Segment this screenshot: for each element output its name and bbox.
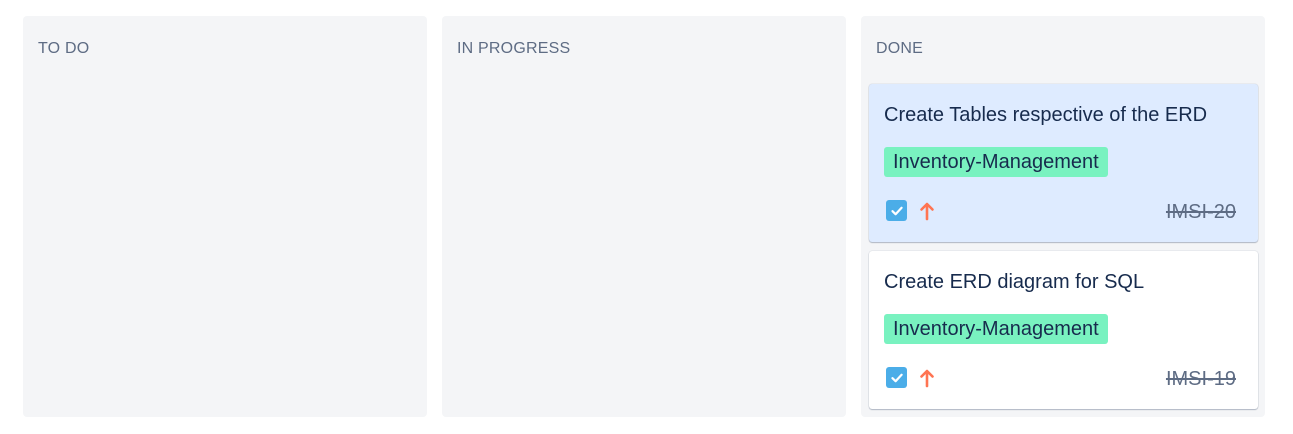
- checkbox-icon: [886, 200, 907, 221]
- issue-key[interactable]: IMSI-19: [1165, 368, 1236, 390]
- epic-label: Inventory-Management: [884, 147, 1108, 177]
- card-summary: Create ERD diagram for SQL: [884, 271, 1145, 293]
- issue-card[interactable]: Create Tables respective of the ERD Inve…: [869, 84, 1258, 242]
- arrow-up-icon: [917, 200, 937, 222]
- column-done[interactable]: DONE Create Tables respective of the ERD…: [861, 16, 1265, 417]
- column-title-done: DONE: [876, 40, 924, 57]
- column-title-in-progress: IN PROGRESS: [457, 40, 571, 57]
- card-summary: Create Tables respective of the ERD: [884, 104, 1208, 126]
- issue-card[interactable]: Create ERD diagram for SQL Inventory-Man…: [869, 251, 1258, 409]
- column-title-todo: TO DO: [38, 40, 90, 57]
- issue-key[interactable]: IMSI-20: [1165, 201, 1236, 223]
- epic-label: Inventory-Management: [884, 314, 1108, 344]
- column-todo[interactable]: TO DO: [23, 16, 427, 417]
- column-in-progress[interactable]: IN PROGRESS: [442, 16, 846, 417]
- checkbox-icon: [886, 367, 907, 388]
- arrow-up-icon: [917, 367, 937, 389]
